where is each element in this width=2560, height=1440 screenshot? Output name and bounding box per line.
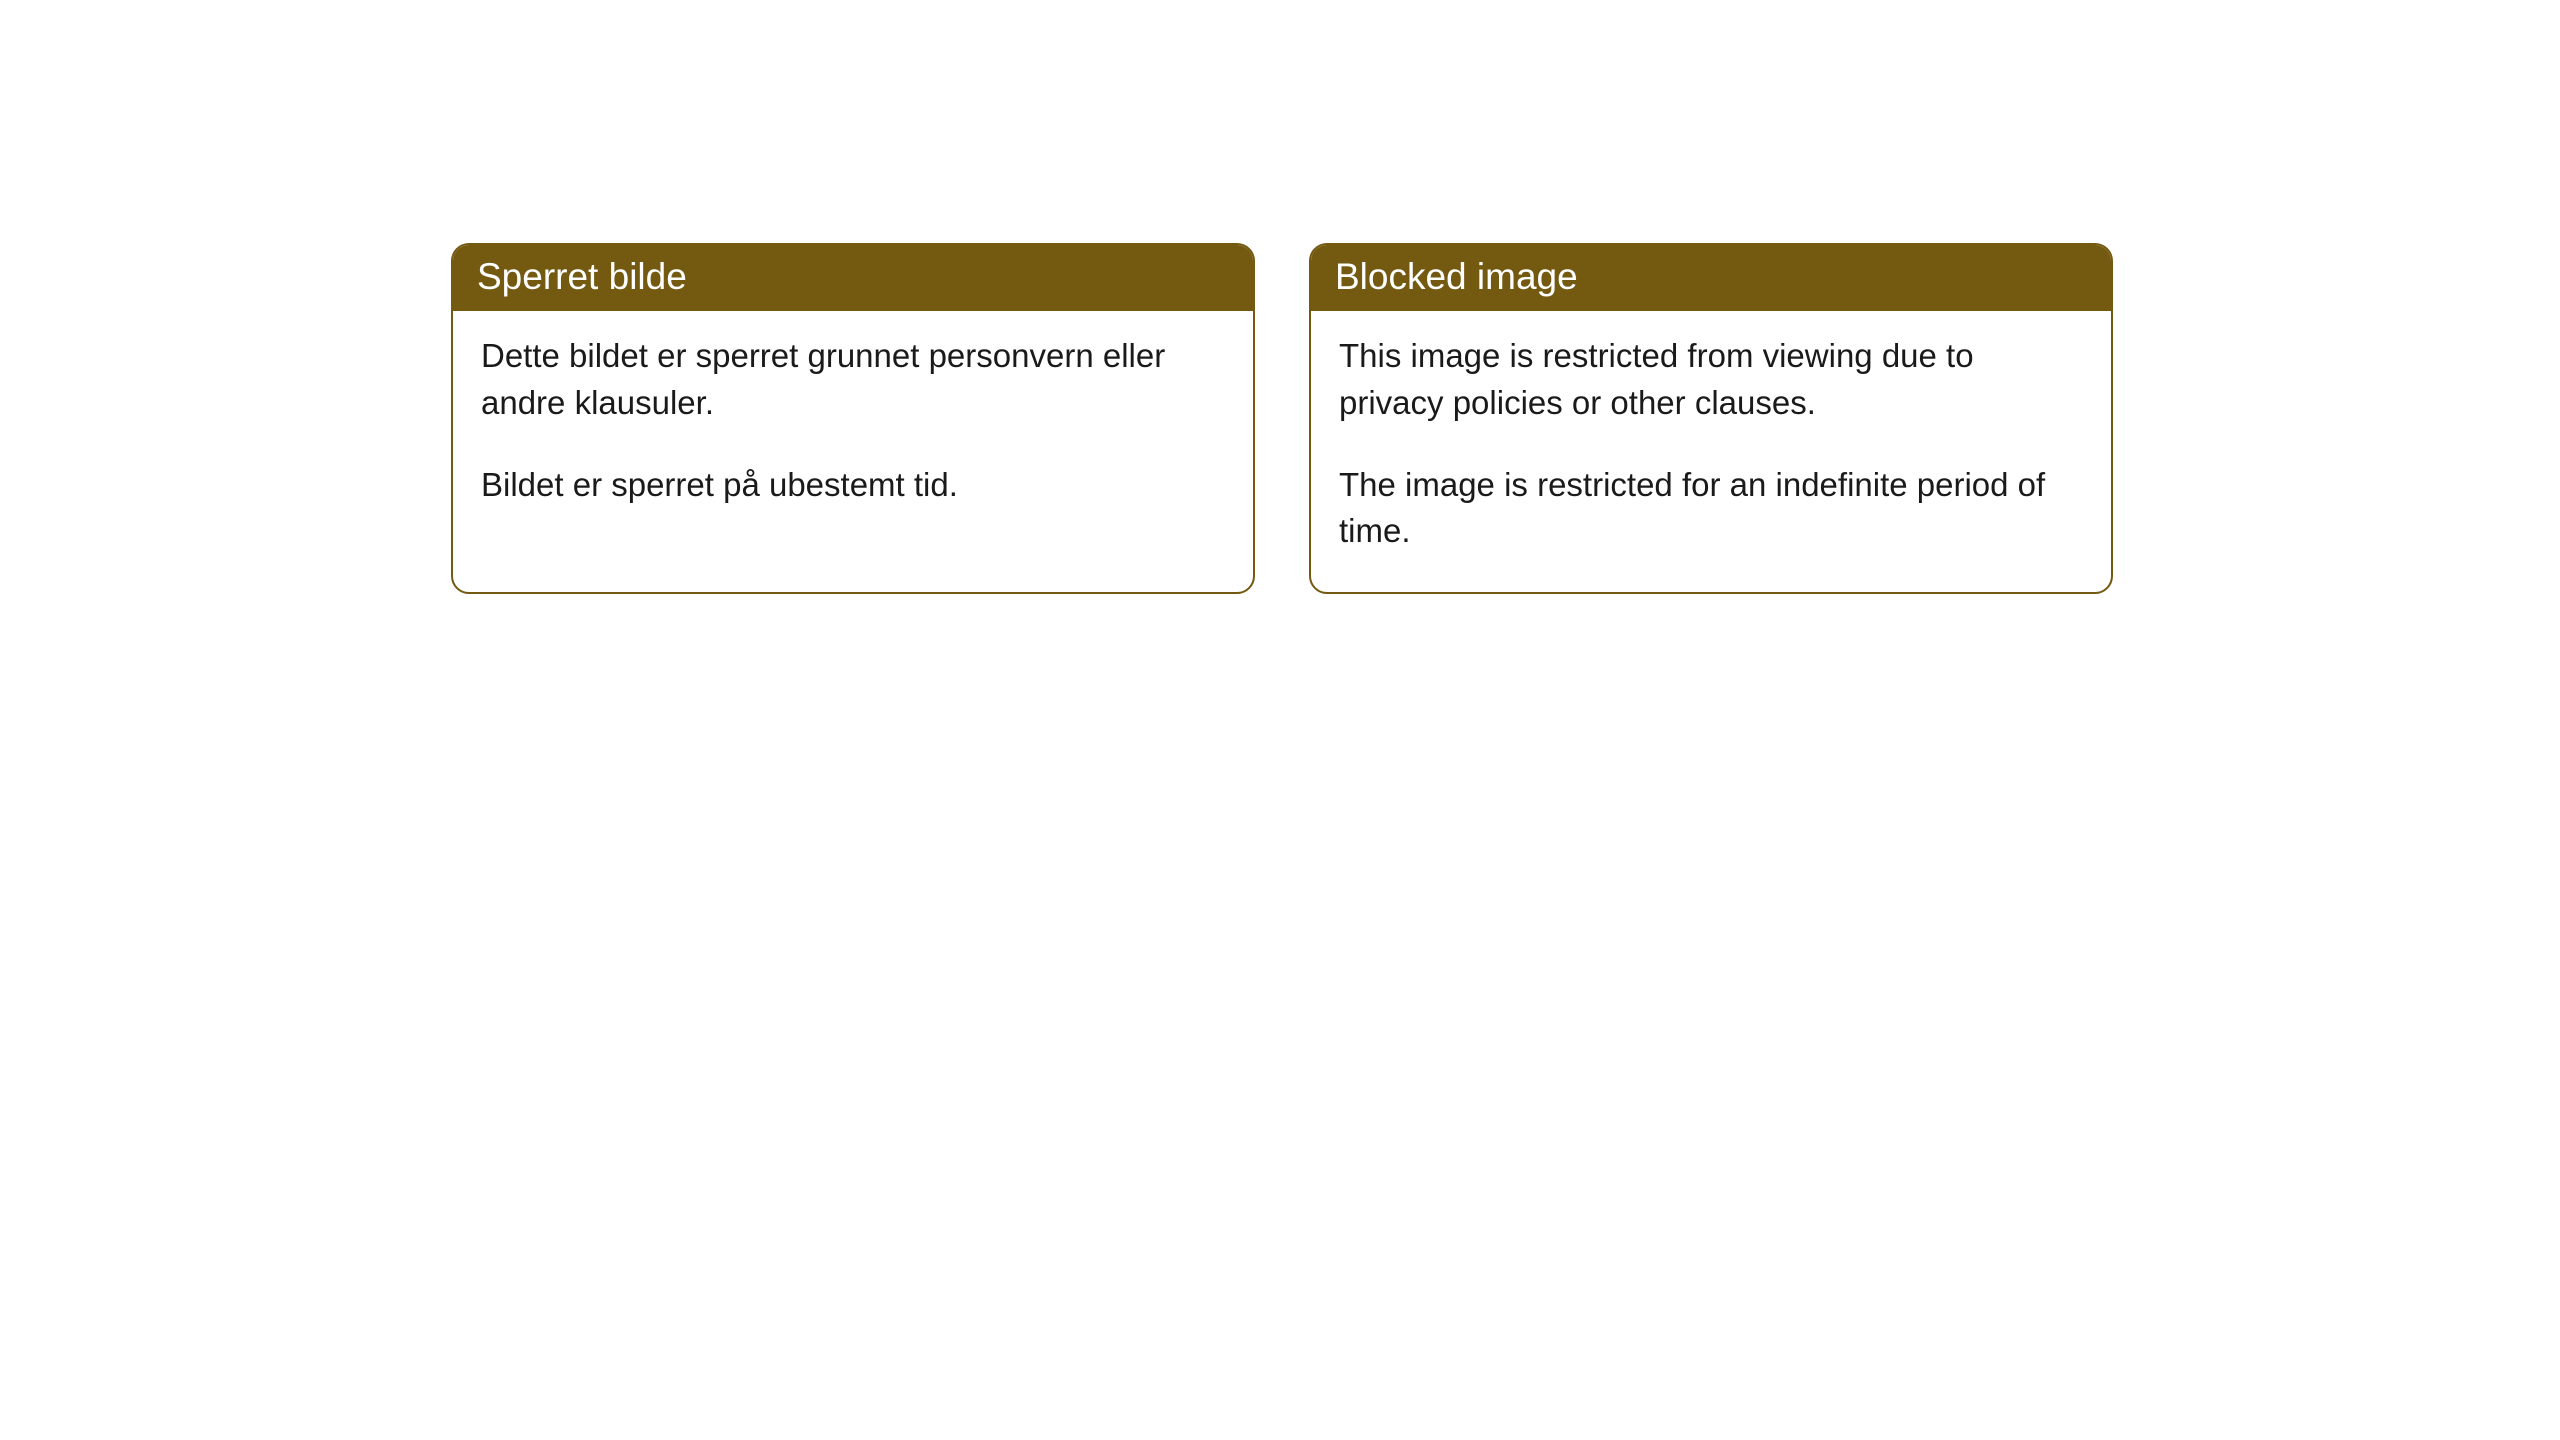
card-body: Dette bildet er sperret grunnet personve… xyxy=(453,311,1253,546)
notice-paragraph-1: Dette bildet er sperret grunnet personve… xyxy=(481,333,1225,425)
notice-paragraph-1: This image is restricted from viewing du… xyxy=(1339,333,2083,425)
notice-container: Sperret bilde Dette bildet er sperret gr… xyxy=(451,243,2113,594)
card-body: This image is restricted from viewing du… xyxy=(1311,311,2111,592)
notice-card-english: Blocked image This image is restricted f… xyxy=(1309,243,2113,594)
card-header: Blocked image xyxy=(1311,245,2111,311)
notice-card-norwegian: Sperret bilde Dette bildet er sperret gr… xyxy=(451,243,1255,594)
card-header: Sperret bilde xyxy=(453,245,1253,311)
notice-paragraph-2: Bildet er sperret på ubestemt tid. xyxy=(481,462,1225,508)
notice-paragraph-2: The image is restricted for an indefinit… xyxy=(1339,462,2083,554)
